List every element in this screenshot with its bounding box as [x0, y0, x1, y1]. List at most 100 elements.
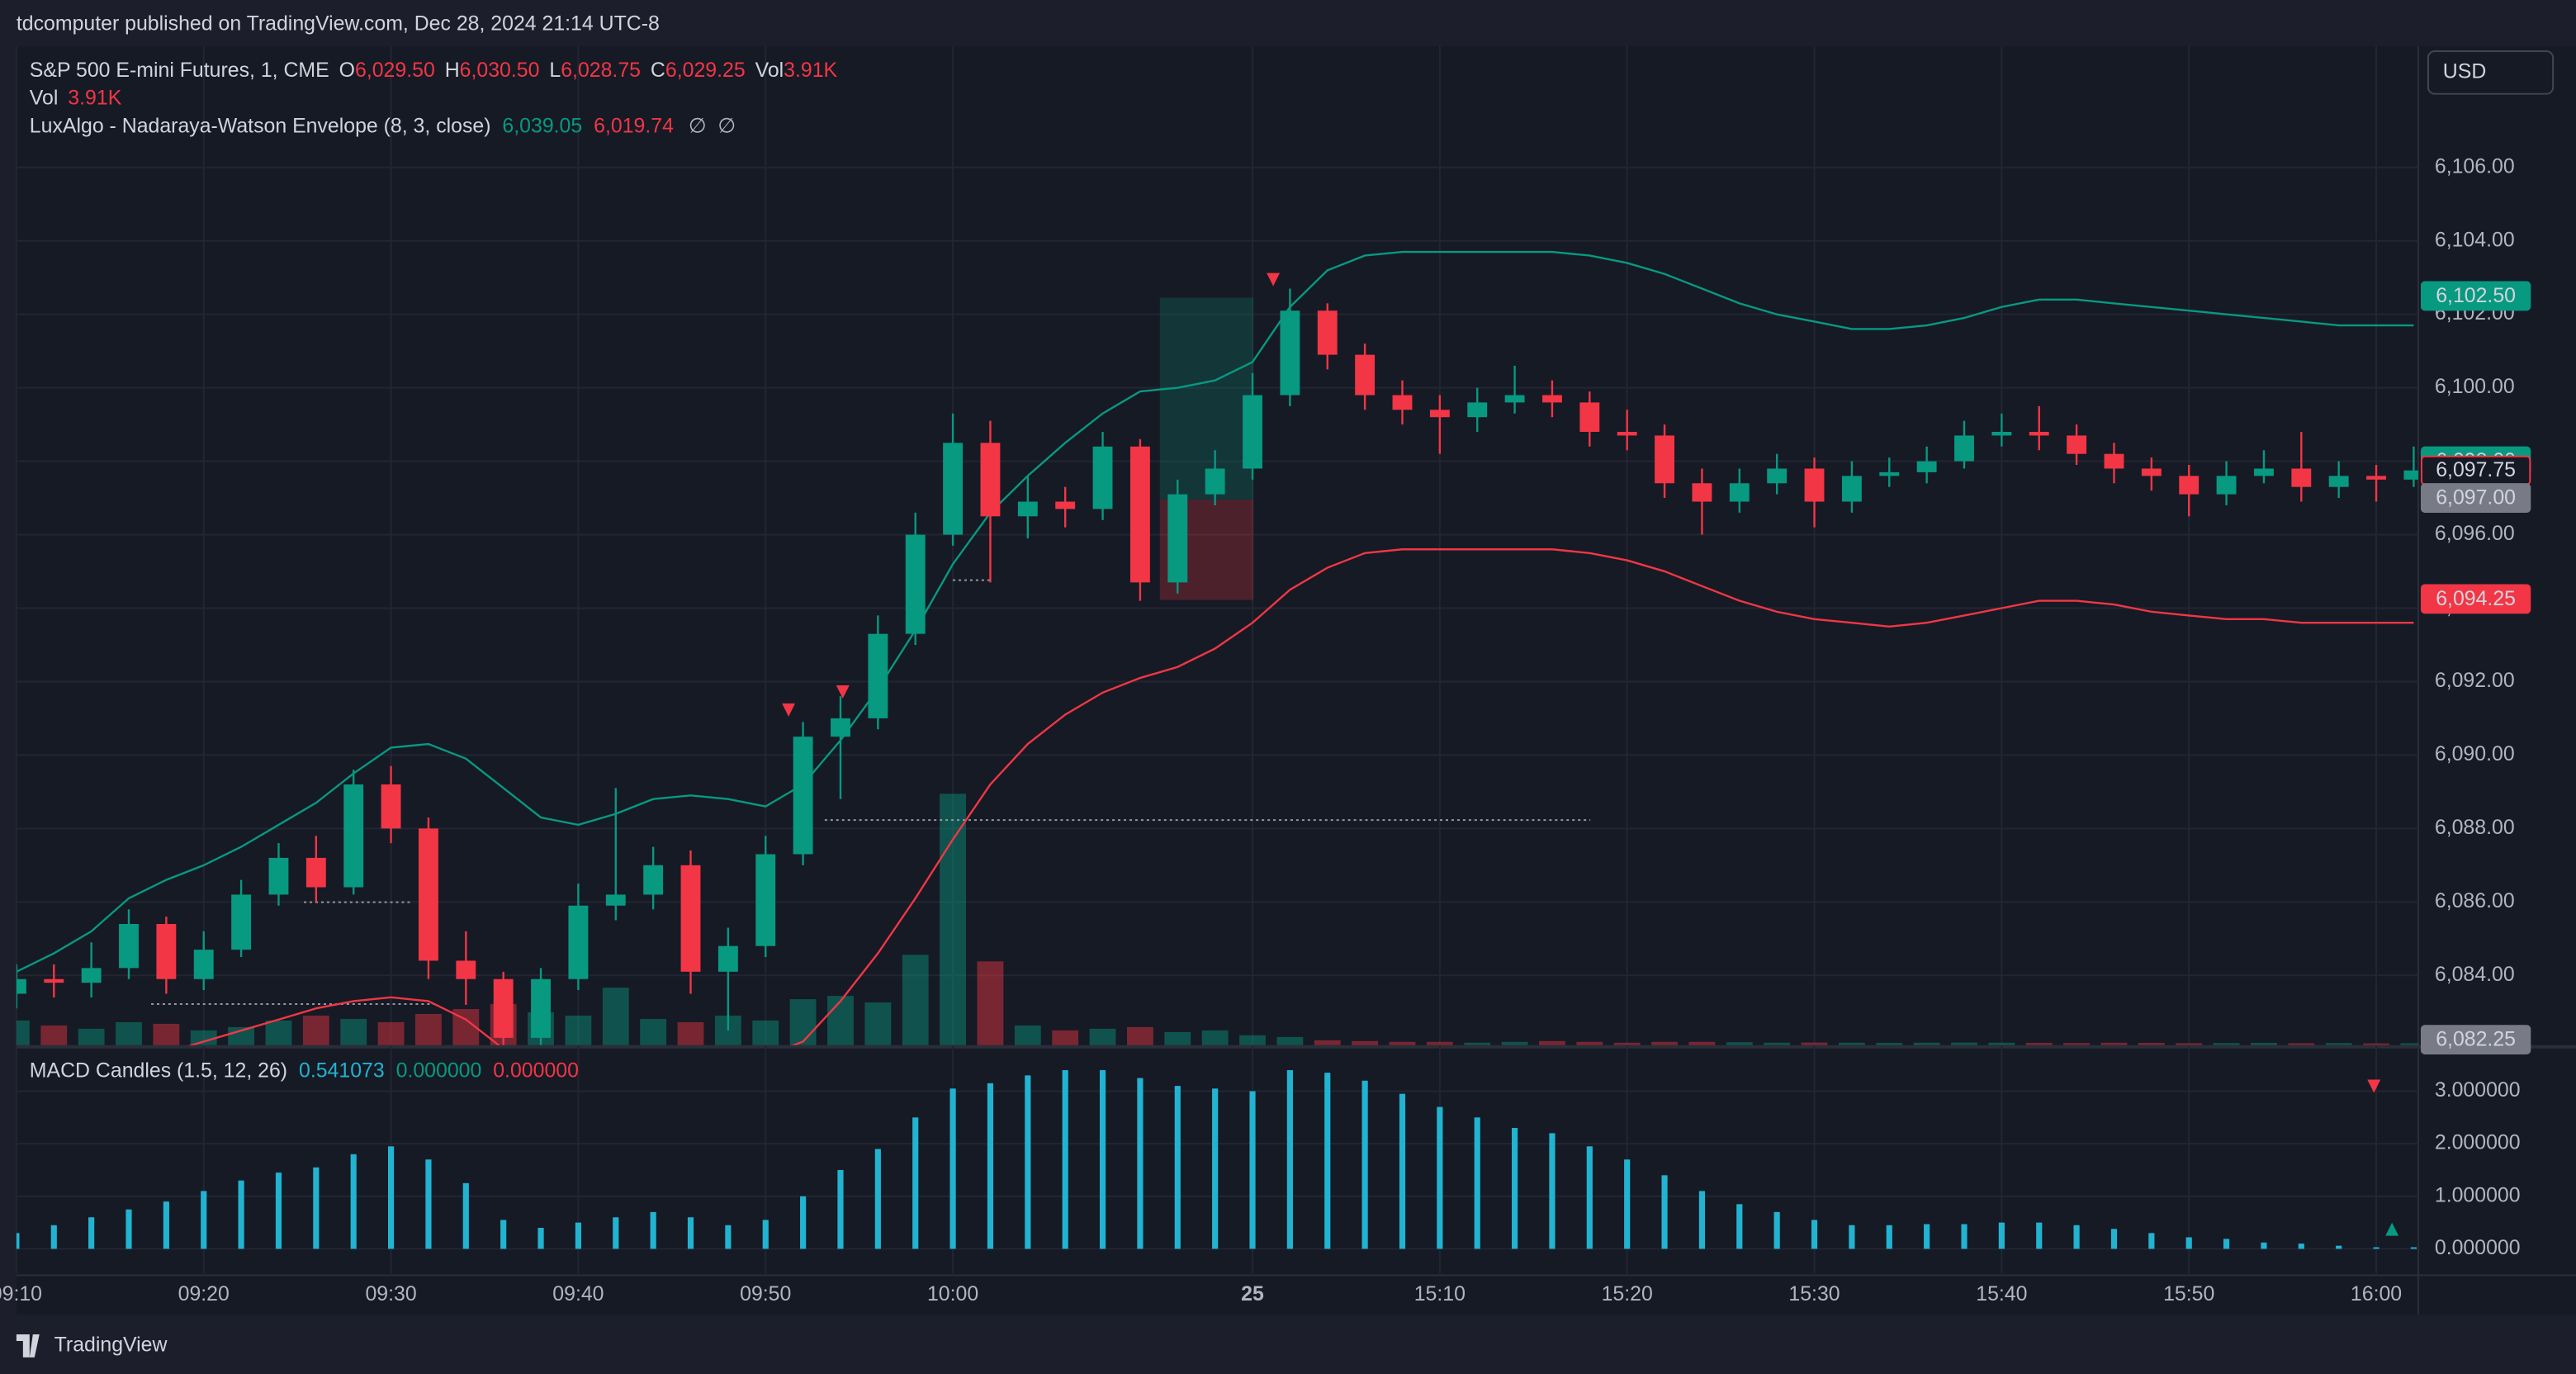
- macd-histogram: [16, 1070, 2417, 1249]
- macd-bar: [313, 1167, 320, 1249]
- price-tag: [2420, 281, 2531, 311]
- volume-bar: [1501, 1041, 1528, 1045]
- volume-bar: [1464, 1042, 1491, 1045]
- price-tag-label: 6,102.50: [2436, 284, 2516, 307]
- x-tick-label: 09:40: [552, 1282, 604, 1305]
- candle-body: [305, 857, 326, 888]
- legend-key: Vol: [30, 86, 59, 109]
- macd-bar: [800, 1196, 807, 1249]
- macd-bar: [2185, 1237, 2192, 1249]
- y-tick-label: 6,090.00: [2435, 742, 2515, 765]
- macd-bar: [537, 1227, 544, 1249]
- candle-body: [1429, 410, 1450, 418]
- macd-bar: [2336, 1245, 2342, 1249]
- candles: [16, 288, 2418, 1045]
- volume: [16, 794, 2418, 1045]
- candle-body: [1392, 395, 1413, 410]
- currency-button[interactable]: [2427, 50, 2555, 95]
- volume-bar: [1127, 1026, 1153, 1045]
- macd-bar: [613, 1217, 619, 1249]
- volume-bar: [565, 1015, 592, 1045]
- macd-bar: [275, 1173, 282, 1249]
- macd-bar: [1212, 1088, 1219, 1249]
- volume-bar: [340, 1018, 367, 1045]
- volume-bar: [1613, 1042, 1641, 1045]
- volume-bar: [1951, 1042, 1977, 1045]
- candle-body: [231, 894, 252, 950]
- sell-marker: [836, 685, 850, 699]
- candle-body: [2179, 476, 2200, 495]
- legend-value: 0.541073: [299, 1059, 385, 1082]
- volume-bar: [190, 1030, 217, 1045]
- volume-bar: [153, 1023, 180, 1045]
- candle-body: [2328, 476, 2349, 487]
- macd-bar: [837, 1169, 844, 1249]
- x-tick-label: 16:00: [2351, 1282, 2402, 1305]
- legend-value: 6,030.50: [460, 58, 540, 81]
- y-tick-label: 6,106.00: [2435, 154, 2515, 178]
- candle-body: [1804, 468, 1825, 502]
- x-tick-label: 09:10: [0, 1282, 42, 1305]
- macd-bar: [238, 1180, 244, 1249]
- volume-bar: [1988, 1042, 2015, 1045]
- macd-bar: [1736, 1204, 1743, 1249]
- candle-body: [456, 960, 476, 979]
- y-tick-label: 6,086.00: [2435, 889, 2515, 912]
- macd-bar: [2073, 1225, 2080, 1249]
- macd-bar: [462, 1182, 469, 1249]
- candle-body: [980, 443, 1001, 517]
- legend-value: 0.000000: [493, 1059, 579, 1082]
- macd-bar: [2261, 1242, 2267, 1249]
- volume-bar: [1239, 1035, 1266, 1045]
- legend-value: 6,028.75: [561, 58, 641, 81]
- macd-bar: [1998, 1222, 2005, 1249]
- symbol-title: S&P 500 E-mini Futures, 1, CME: [30, 58, 329, 81]
- macd-bar: [425, 1159, 432, 1249]
- macd-bar: [1437, 1106, 1443, 1249]
- volume-bar: [265, 1020, 292, 1045]
- x-tick-label: 15:30: [1788, 1282, 1840, 1305]
- volume-bar: [1576, 1041, 1603, 1045]
- legend-value: 3.91K: [68, 86, 121, 109]
- candle-body: [831, 718, 850, 737]
- volume-bar: [1539, 1040, 1565, 1045]
- candle-body: [905, 534, 926, 634]
- candle-body: [44, 978, 64, 983]
- macd-bar: [1924, 1224, 1930, 1249]
- volume-bar: [1314, 1040, 1341, 1045]
- macd-bar: [1886, 1225, 1892, 1249]
- macd-bar: [1549, 1133, 1556, 1249]
- volume-bar: [1913, 1042, 1940, 1045]
- macd-bar: [1099, 1070, 1106, 1249]
- candle-body: [605, 894, 626, 906]
- macd-bar: [575, 1222, 581, 1249]
- grid: [15, 45, 2418, 1274]
- volume-bar: [677, 1021, 704, 1045]
- macd-bar: [1849, 1225, 1855, 1249]
- candle-body: [2141, 468, 2162, 476]
- macd-bar: [125, 1209, 132, 1249]
- envelope: [16, 250, 2414, 1045]
- x-tick-label: 15:40: [1976, 1282, 2027, 1305]
- volume-bar: [116, 1021, 142, 1045]
- macd-bar: [725, 1225, 732, 1249]
- candle-body: [1579, 402, 1600, 432]
- candle-body: [1991, 431, 2012, 436]
- candle-body: [2291, 468, 2312, 487]
- candle-body: [1280, 310, 1300, 396]
- macd-bar: [1698, 1191, 1706, 1249]
- candle-body: [755, 854, 776, 946]
- macd-bar: [201, 1191, 207, 1249]
- volume-bar: [377, 1021, 405, 1045]
- legend-key: Vol: [755, 58, 784, 81]
- publisher: tdcomputer published on TradingView.com,…: [17, 12, 660, 36]
- macd-bar: [2410, 1247, 2417, 1249]
- candle-body: [1017, 501, 1038, 517]
- volume-bar: [40, 1025, 68, 1045]
- volume-bar: [1688, 1041, 1716, 1045]
- y-tick-label: 6,096.00: [2435, 522, 2515, 545]
- price-tag-label: 6,094.25: [2436, 587, 2516, 610]
- macd-title: MACD Candles (1.5, 12, 26): [30, 1059, 287, 1082]
- currency-label[interactable]: USD: [2443, 59, 2487, 83]
